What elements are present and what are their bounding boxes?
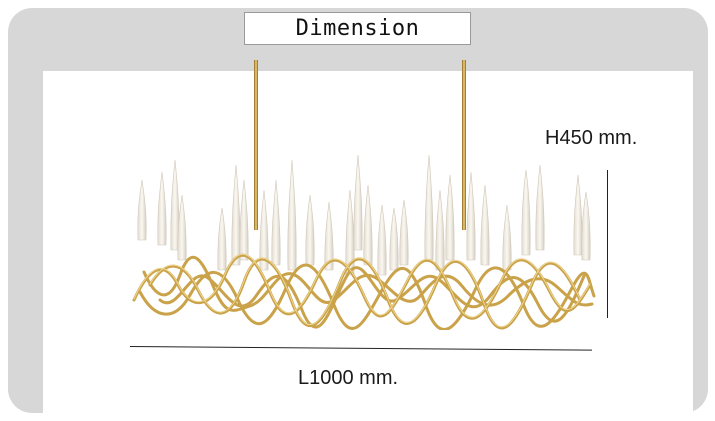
height-dimension-label: H450 mm.: [545, 127, 638, 149]
brass-arm-highlights: [133, 253, 591, 328]
suspension-rod-left: [254, 60, 258, 230]
length-dimension-label: L1000 mm.: [298, 367, 399, 389]
chandelier-product-image: [132, 60, 596, 330]
glass-shades: [137, 154, 591, 276]
dimension-title: Dimension: [244, 12, 471, 45]
brass-arms: [132, 253, 596, 330]
suspension-rod-right: [462, 60, 466, 230]
height-dimension-line: [607, 170, 608, 318]
